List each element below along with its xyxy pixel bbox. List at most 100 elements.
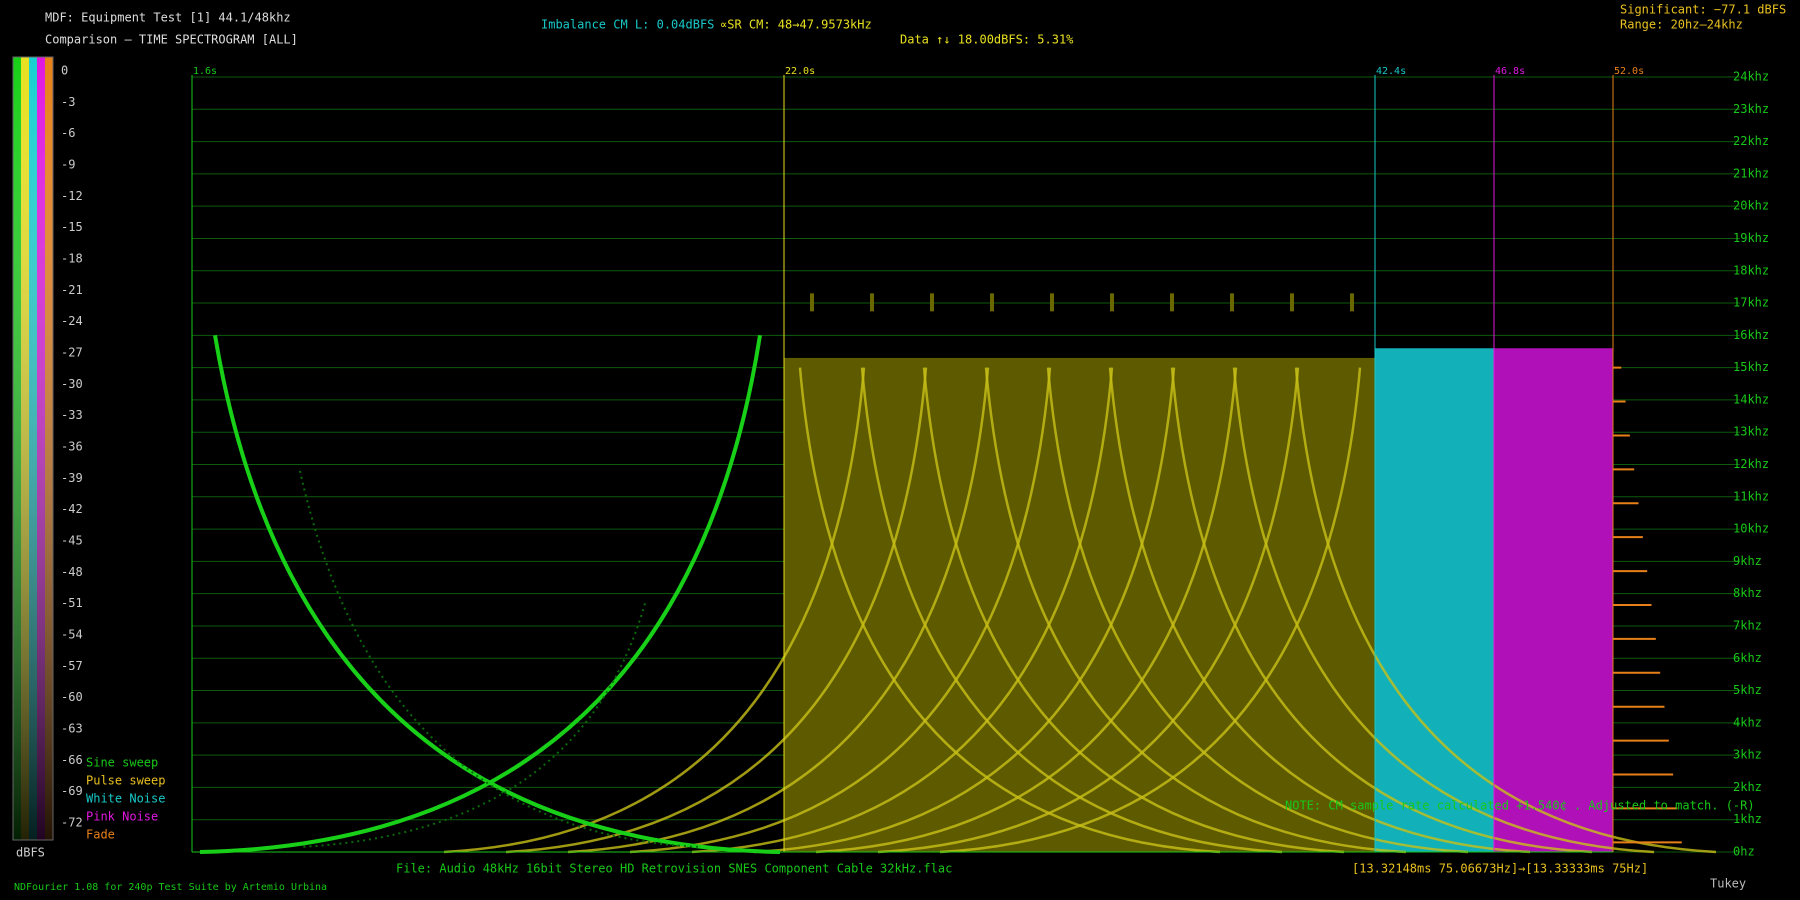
frequency-label: 5khz	[1733, 683, 1762, 697]
scale-label: -3	[61, 95, 75, 109]
subtitle: Comparison — TIME SPECTROGRAM [ALL]	[45, 33, 298, 47]
title: MDF: Equipment Test [1] 44.1/48khz	[45, 11, 291, 25]
scale-label: -6	[61, 126, 75, 140]
pulse-curve	[505, 367, 928, 854]
time-marker: 22.0s	[785, 66, 815, 77]
pulse-curve	[443, 367, 866, 854]
scale-label: -24	[61, 314, 83, 328]
scale-label: -60	[61, 690, 83, 704]
note: NOTE: CM sample rate calculated +1.540¢ …	[1285, 799, 1755, 813]
legend-entry: Pulse sweep	[86, 774, 165, 788]
sine-harmonic	[299, 603, 646, 848]
scale-label: -42	[61, 502, 83, 516]
frequency-label: 7khz	[1733, 618, 1762, 632]
frequency-label: 10khz	[1733, 522, 1769, 536]
scale-label: -63	[61, 722, 83, 736]
pulse-curve	[753, 367, 1176, 854]
pink-noise-region	[1494, 348, 1613, 852]
frequency-label: 20khz	[1733, 199, 1769, 213]
scale-label: -54	[61, 628, 83, 642]
frequency-label: 21khz	[1733, 166, 1769, 180]
pulse-curve	[1046, 367, 1469, 854]
time-marker: 42.4s	[1376, 66, 1406, 77]
credit: NDFourier 1.08 for 240p Test Suite by Ar…	[14, 882, 327, 893]
frequency-label: 2khz	[1733, 780, 1762, 794]
frequency-label: 18khz	[1733, 263, 1769, 277]
legend-entry: Sine sweep	[86, 756, 158, 770]
frequency-label: 24khz	[1733, 70, 1769, 84]
pulse-curve	[1108, 367, 1531, 854]
sine-harmonic	[299, 470, 701, 848]
sine-curve	[199, 335, 762, 854]
scale-label: -39	[61, 471, 83, 485]
scale-label: -30	[61, 377, 83, 391]
time-marker: 52.0s	[1614, 66, 1644, 77]
pulse-blip	[1170, 293, 1174, 312]
frequency-label: 4khz	[1733, 715, 1762, 729]
sample-rate: ∝SR CM: 48→47.9573kHz	[720, 18, 872, 32]
pulse-blip	[930, 293, 934, 312]
pulse-curve	[691, 367, 1114, 854]
frequency-label: 15khz	[1733, 360, 1769, 374]
frequency-label: 9khz	[1733, 554, 1762, 568]
pulse-blip	[990, 293, 994, 312]
scale-unit: dBFS	[16, 846, 45, 860]
pulse-curve	[984, 367, 1407, 854]
pulse-blip	[1350, 293, 1354, 312]
legend-entry: Fade	[86, 828, 115, 842]
time-marker: 46.8s	[1495, 66, 1525, 77]
pulse-blip	[1050, 293, 1054, 312]
scale-label: 0	[61, 64, 68, 78]
frequency-label: 19khz	[1733, 231, 1769, 245]
scale-label: -18	[61, 252, 83, 266]
frequency-label: 17khz	[1733, 296, 1769, 310]
legend-entry: White Noise	[86, 792, 165, 806]
file-info: File: Audio 48kHz 16bit Stereo HD Retrov…	[396, 862, 952, 876]
data-info: Data ↑↓ 18.00dBFS: 5.31%	[900, 33, 1074, 47]
scale-label: -72	[61, 816, 83, 830]
scale-label: -66	[61, 753, 83, 767]
pulse-curve	[567, 367, 990, 854]
scale-label: -57	[61, 659, 83, 673]
pulse-curve	[1232, 367, 1655, 854]
scale-label: -15	[61, 220, 83, 234]
frequency-label: 23khz	[1733, 102, 1769, 116]
frequency-label: 12khz	[1733, 457, 1769, 471]
frequency-label: 14khz	[1733, 392, 1769, 406]
scale-label: -27	[61, 346, 83, 360]
frequency-label: 11khz	[1733, 489, 1769, 503]
sine-curve	[213, 335, 781, 854]
frequency-label: 22khz	[1733, 134, 1769, 148]
scale-label: -48	[61, 565, 83, 579]
pulse-blip	[1290, 293, 1294, 312]
window-type: Tukey	[1710, 877, 1746, 891]
scale-label: -45	[61, 534, 83, 548]
legend-entry: Pink Noise	[86, 810, 158, 824]
scale-label: -33	[61, 408, 83, 422]
frequency-label: 13khz	[1733, 425, 1769, 439]
pulse-curve	[1170, 367, 1593, 854]
pulse-region	[784, 357, 1375, 852]
pulse-blip	[1230, 293, 1234, 312]
scale-label: -12	[61, 189, 83, 203]
frequency-label: 3khz	[1733, 748, 1762, 762]
pulse-curve	[1294, 367, 1717, 854]
pulse-blip	[810, 293, 814, 312]
scale-label: -9	[61, 158, 75, 172]
frequency-label: 0hz	[1733, 845, 1755, 859]
pulse-blip	[1110, 293, 1114, 312]
frequency-label: 6khz	[1733, 651, 1762, 665]
significant: Significant: −77.1 dBFS	[1620, 3, 1786, 17]
scale-frame	[12, 56, 54, 841]
scale-label: -51	[61, 596, 83, 610]
imbalance: Imbalance CM L: 0.04dBFS	[541, 18, 714, 32]
timing: [13.32148ms 75.06673Hz]→[13.33333ms 75Hz…	[1352, 862, 1648, 876]
scale-shade	[13, 57, 53, 840]
range: Range: 20hz–24khz	[1620, 18, 1743, 32]
frequency-label: 8khz	[1733, 586, 1762, 600]
frequency-label: 16khz	[1733, 328, 1769, 342]
pulse-blip	[870, 293, 874, 312]
pulse-curve	[629, 367, 1052, 854]
time-marker: 1.6s	[193, 66, 217, 77]
